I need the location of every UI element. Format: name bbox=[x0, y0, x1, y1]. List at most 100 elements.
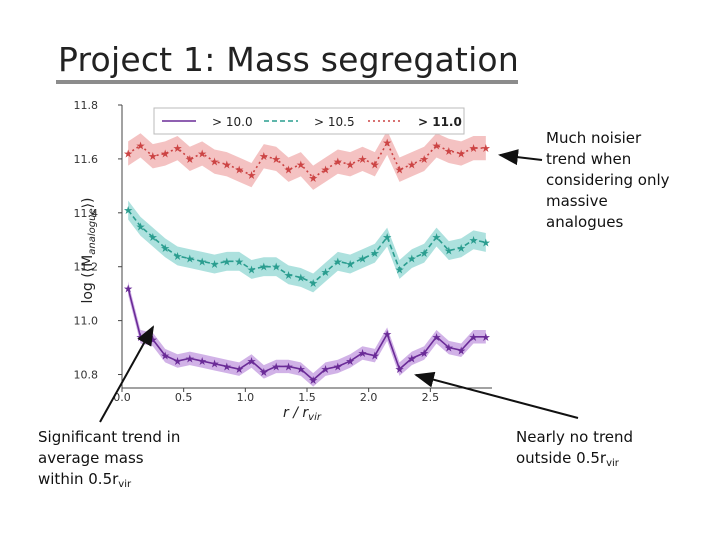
arrow-to-noisy-trend bbox=[498, 149, 543, 166]
data-point: ★ bbox=[160, 148, 170, 161]
annotation-line: massive bbox=[546, 192, 608, 210]
data-point: ★ bbox=[444, 145, 454, 158]
data-point: ★ bbox=[148, 231, 158, 244]
annotation-line: considering only bbox=[546, 171, 670, 189]
data-point: ★ bbox=[345, 158, 355, 171]
x-axis-label: r / rvir bbox=[283, 405, 322, 423]
annotation-line: analogues bbox=[546, 213, 624, 231]
data-point: ★ bbox=[395, 363, 405, 376]
x-tick-label: 1.0 bbox=[237, 391, 255, 404]
data-point: ★ bbox=[284, 269, 294, 282]
data-point: ★ bbox=[296, 158, 306, 171]
y-tick-label: 11.6 bbox=[74, 153, 99, 166]
data-point: ★ bbox=[271, 153, 281, 166]
data-point: ★ bbox=[308, 374, 318, 387]
data-point: ★ bbox=[456, 148, 466, 161]
annotation-line: trend when bbox=[546, 150, 632, 168]
series-line-1 bbox=[127, 209, 487, 284]
legend-label-0: > 10.0 bbox=[212, 115, 253, 129]
data-point: ★ bbox=[123, 148, 133, 161]
annotation-line: average mass bbox=[38, 449, 144, 467]
data-point: ★ bbox=[123, 204, 133, 217]
data-point: ★ bbox=[173, 142, 183, 155]
data-point: ★ bbox=[148, 150, 158, 163]
arrow-to-outer-flat bbox=[414, 371, 579, 419]
annotation-outer-flat: Nearly no trend outside 0.5rvir bbox=[516, 427, 633, 474]
annotation-noisy-trend: Much noisier trend when considering only… bbox=[546, 128, 670, 233]
annotation-inner-trend: Significant trend in average mass within… bbox=[38, 427, 180, 495]
data-point: ★ bbox=[432, 139, 442, 152]
data-point: ★ bbox=[469, 142, 479, 155]
data-point: ★ bbox=[481, 142, 491, 155]
annotation-line: within 0.5rvir bbox=[38, 470, 132, 490]
data-point: ★ bbox=[308, 172, 318, 185]
data-point: ★ bbox=[382, 328, 392, 341]
data-point: ★ bbox=[358, 153, 368, 166]
data-point: ★ bbox=[469, 331, 479, 344]
series-line-2 bbox=[127, 140, 486, 179]
data-point: ★ bbox=[247, 355, 257, 368]
data-point: ★ bbox=[259, 150, 269, 163]
data-point: ★ bbox=[382, 137, 392, 150]
data-point: ★ bbox=[395, 164, 405, 177]
series-band-2 bbox=[128, 130, 486, 190]
data-point: ★ bbox=[210, 156, 220, 169]
legend-label-1: > 10.5 bbox=[314, 115, 355, 129]
data-point: ★ bbox=[345, 355, 355, 368]
data-point: ★ bbox=[210, 358, 220, 371]
data-point: ★ bbox=[456, 344, 466, 357]
data-point: ★ bbox=[321, 164, 331, 177]
data-point: ★ bbox=[296, 363, 306, 376]
data-point: ★ bbox=[481, 236, 491, 249]
annotation-line: Nearly no trend bbox=[516, 428, 634, 446]
data-point: ★ bbox=[333, 360, 343, 373]
data-point: ★ bbox=[123, 282, 133, 295]
data-point: ★ bbox=[259, 366, 269, 379]
data-point: ★ bbox=[173, 355, 183, 368]
y-tick-label: 11.2 bbox=[74, 261, 99, 274]
y-tick-label: 11.4 bbox=[74, 207, 99, 220]
data-point: ★ bbox=[395, 263, 405, 276]
data-point: ★ bbox=[185, 352, 195, 365]
data-point: ★ bbox=[358, 347, 368, 360]
data-point: ★ bbox=[469, 234, 479, 247]
data-point: ★ bbox=[284, 164, 294, 177]
data-point: ★ bbox=[247, 263, 257, 276]
annotation-line: Significant trend in bbox=[38, 428, 181, 446]
data-point: ★ bbox=[271, 261, 281, 274]
data-point: ★ bbox=[333, 156, 343, 169]
data-point: ★ bbox=[345, 258, 355, 271]
data-point: ★ bbox=[444, 245, 454, 258]
series-band-1 bbox=[128, 200, 486, 293]
data-point: ★ bbox=[358, 253, 368, 266]
data-point: ★ bbox=[444, 342, 454, 355]
data-point: ★ bbox=[407, 253, 417, 266]
data-point: ★ bbox=[419, 153, 429, 166]
annotation-line: Much noisier bbox=[546, 129, 642, 147]
arrow-to-inner-trend bbox=[99, 325, 154, 423]
legend-label-2: > 11.0 bbox=[418, 115, 462, 129]
y-tick-label: 11.8 bbox=[74, 99, 99, 112]
data-point: ★ bbox=[136, 139, 146, 152]
data-point: ★ bbox=[321, 266, 331, 279]
data-point: ★ bbox=[370, 247, 380, 260]
x-tick-label: 1.5 bbox=[298, 391, 316, 404]
y-tick-label: 11.0 bbox=[74, 315, 99, 328]
data-point: ★ bbox=[234, 363, 244, 376]
data-point: ★ bbox=[234, 255, 244, 268]
data-point: ★ bbox=[185, 153, 195, 166]
data-point: ★ bbox=[136, 220, 146, 233]
data-point: ★ bbox=[407, 158, 417, 171]
series-line-0 bbox=[127, 288, 486, 381]
data-point: ★ bbox=[197, 355, 207, 368]
data-point: ★ bbox=[234, 164, 244, 177]
slide-title: Project 1: Mass segregation bbox=[58, 40, 519, 79]
data-point: ★ bbox=[333, 255, 343, 268]
data-point: ★ bbox=[456, 242, 466, 255]
data-point: ★ bbox=[160, 350, 170, 363]
data-point: ★ bbox=[370, 350, 380, 363]
data-point: ★ bbox=[222, 255, 232, 268]
data-point: ★ bbox=[197, 255, 207, 268]
data-point: ★ bbox=[271, 360, 281, 373]
